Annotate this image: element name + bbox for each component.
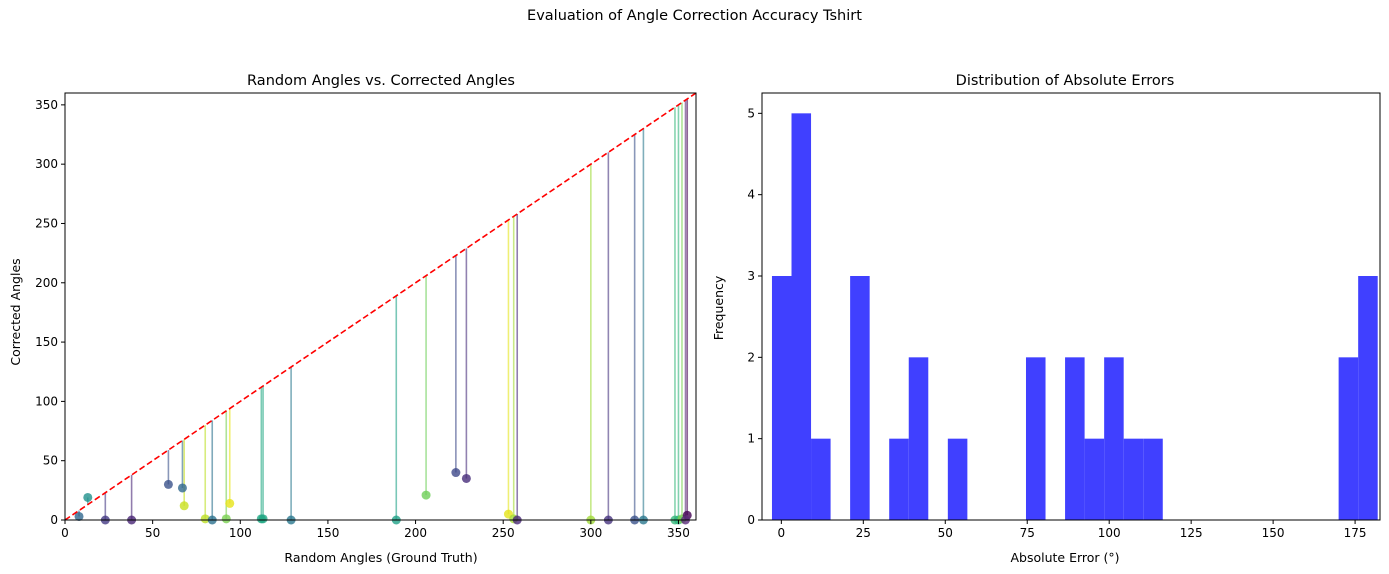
data-point-16 [451,468,461,478]
data-point-6 [179,501,189,511]
histogram-bar-30 [1358,276,1378,520]
scatter-axes-frame [64,92,697,521]
data-point-1 [83,492,93,502]
data-point-0 [74,511,84,521]
data-point-7 [200,514,210,524]
data-point-10 [225,498,235,508]
x-tick-label: 75 [1020,526,1035,540]
y-tick-label: 3 [747,269,755,283]
x-tick-label: 100 [229,526,252,540]
histogram-bar-1 [791,113,812,520]
histogram-bar-29 [1338,357,1359,520]
histogram-bar-9 [947,438,968,520]
data-point-9 [221,514,231,524]
histogram-bar-13 [1025,357,1046,520]
y-tick-label: 150 [35,335,58,349]
data-point-5 [177,483,187,493]
x-tick-label: 150 [1262,526,1285,540]
x-tick-label: 0 [778,526,786,540]
x-tick-label: 350 [667,526,690,540]
y-tick-label: 0 [50,513,58,527]
scatter-plot-area: 0 50 100 150 200 250 300 350 0 50 100 150 200 250 300 3… [35,92,697,540]
histogram-plot-area: 0 25 50 75 100 125 150 175 0 1 2 3 4 5 [747,92,1381,540]
histogram-bar-18 [1123,438,1144,520]
x-tick-label: 50 [145,526,160,540]
histogram-bar-4 [850,276,870,520]
y-tick-label: 250 [35,216,58,230]
x-tick-label: 300 [579,526,602,540]
y-tick-label: 100 [35,394,58,408]
histogram-panel: Distribution of Absolute Errors Absolute… [711,73,1381,565]
x-tick-label: 125 [1180,526,1203,540]
x-tick-label: 25 [856,526,871,540]
y-tick-label: 1 [747,432,755,446]
scatter-chart-title: Random Angles vs. Corrected Angles [247,73,515,89]
histogram-bar-7 [908,357,929,520]
y-tick-label: 300 [35,157,58,171]
y-tick-label: 50 [43,454,58,468]
x-tick-label: 175 [1344,526,1367,540]
histogram-bar-17 [1104,357,1124,520]
data-point-17 [461,473,471,483]
reference-line [64,92,697,521]
x-tick-label: 50 [938,526,953,540]
y-tick-label: 4 [747,188,755,202]
histogram-bar-2 [811,438,831,520]
histogram-bar-19 [1143,438,1163,520]
x-tick-label: 200 [404,526,427,540]
y-tick-label: 2 [747,350,755,364]
scatter-y-axis-label: Corrected Angles [8,258,23,365]
y-tick-label: 0 [747,513,755,527]
histogram-title: Distribution of Absolute Errors [956,73,1175,89]
histogram-axes-frame [761,92,1381,521]
y-tick-label: 200 [35,276,58,290]
x-tick-label: 150 [316,526,339,540]
scatter-chart-panel: Random Angles vs. Corrected Angles Rando… [8,73,697,565]
scatter-x-axis-label: Random Angles (Ground Truth) [284,550,477,565]
x-tick-label: 100 [1098,526,1121,540]
x-tick-label: 0 [61,526,69,540]
histogram-y-axis-label: Frequency [711,275,726,340]
x-tick-label: 250 [492,526,515,540]
data-point-4 [163,479,173,489]
y-tick-label: 5 [747,106,755,120]
histogram-x-axis-label: Absolute Error (°) [1010,550,1119,565]
data-point-15 [421,490,431,500]
histogram-bar-0 [771,276,792,520]
y-tick-label: 350 [35,98,58,112]
histogram-bar-16 [1084,438,1105,520]
histogram-bar-15 [1065,357,1085,520]
figure-title: Evaluation of Angle Correction Accuracy … [527,8,862,24]
data-point-12 [258,514,268,524]
histogram-bar-6 [889,438,909,520]
